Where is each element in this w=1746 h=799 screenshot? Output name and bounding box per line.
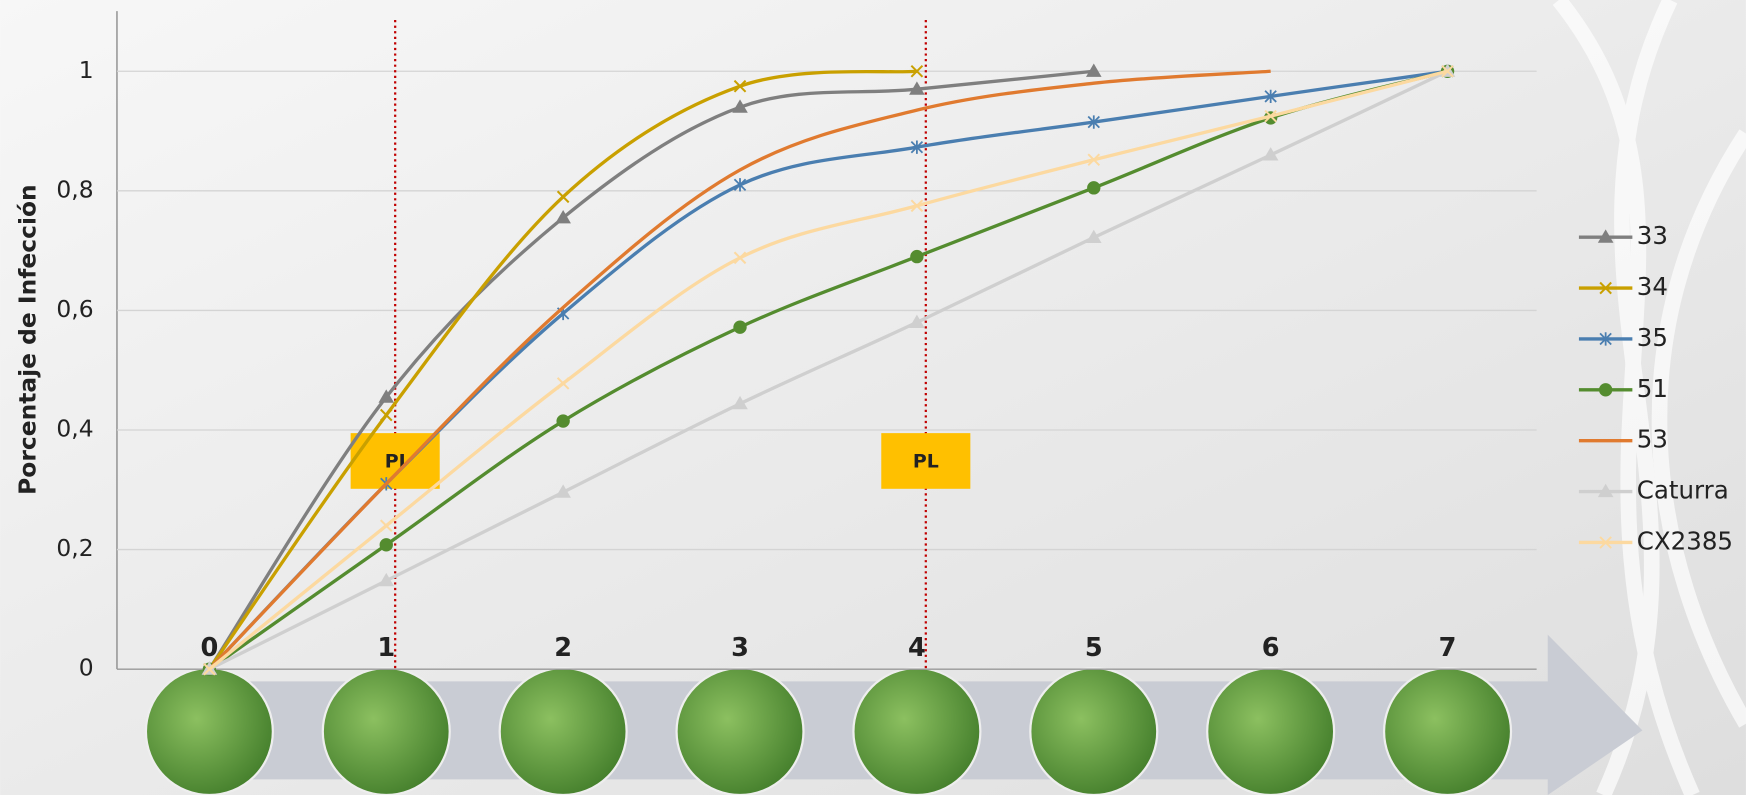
x-tick-label: 3 [731, 633, 749, 663]
marker [1599, 332, 1612, 346]
marker [378, 572, 395, 587]
marker [733, 79, 747, 93]
marker [909, 314, 925, 328]
leaf-image [498, 666, 628, 797]
marker [379, 408, 393, 422]
leaf-image [1029, 666, 1159, 797]
marker [379, 519, 393, 532]
y-tick-label: 0 [79, 654, 94, 682]
marker [1599, 281, 1612, 295]
series-line [208, 69, 1448, 671]
marker [732, 99, 748, 113]
marker [733, 178, 747, 192]
leaf-image [321, 666, 451, 797]
leaf-image [675, 666, 805, 797]
leaf-image [1206, 666, 1336, 797]
marker [910, 199, 924, 213]
marker [910, 249, 924, 264]
marker [1598, 383, 1613, 397]
legend-label: 34 [1637, 272, 1668, 301]
x-tick-label: 5 [1085, 633, 1103, 663]
marker [1087, 115, 1100, 129]
annotation-label: PL [913, 451, 939, 473]
x-tick-label: 1 [377, 633, 395, 663]
marker [555, 484, 571, 498]
legend-label: 53 [1637, 425, 1668, 454]
marker [910, 64, 924, 78]
marker [910, 140, 924, 154]
marker [1087, 153, 1101, 167]
x-tick-label: 0 [200, 633, 218, 663]
marker [1264, 109, 1277, 123]
y-tick-label: 0,4 [56, 415, 93, 443]
marker [556, 190, 570, 204]
marker [909, 81, 925, 95]
marker [1597, 483, 1614, 498]
x-tick-label: 7 [1439, 633, 1457, 663]
series-line [208, 69, 918, 671]
marker [555, 209, 571, 224]
legend-label: 51 [1637, 374, 1668, 403]
marker [1085, 229, 1102, 244]
marker [1262, 147, 1279, 161]
decoration [1552, 0, 1746, 799]
legend-label: CX2385 [1637, 526, 1733, 555]
leaf-images [144, 666, 1513, 797]
series-line [208, 69, 1449, 671]
marker [733, 320, 747, 334]
x-tick-label: 6 [1262, 633, 1280, 663]
marker [1087, 181, 1101, 195]
y-tick-label: 0,8 [56, 175, 93, 203]
leaf-image [144, 666, 274, 797]
y-tick-label: 1 [79, 56, 94, 84]
marker [1597, 229, 1614, 243]
marker [732, 395, 748, 410]
series-line [208, 69, 1271, 671]
marker [556, 377, 570, 390]
y-axis-title: Porcentaje de Infección [14, 184, 42, 495]
marker [556, 414, 570, 428]
marker [378, 389, 395, 403]
y-tick-label: 0,2 [56, 534, 93, 562]
series-line [207, 69, 1094, 671]
marker [1085, 63, 1102, 77]
leaf-image [1382, 666, 1513, 797]
marker [733, 251, 747, 265]
annotation-box [881, 433, 971, 489]
marker [203, 662, 216, 676]
legend-label: Caturra [1637, 476, 1729, 505]
x-tick-label: 4 [908, 633, 926, 663]
x-tick-label: 2 [554, 633, 572, 663]
leaf-image [852, 666, 982, 797]
marker [1264, 89, 1277, 104]
marker [1441, 64, 1454, 78]
legend-label: 33 [1637, 221, 1668, 250]
legend-label: 35 [1637, 323, 1668, 352]
marker [379, 538, 393, 552]
marker [1599, 536, 1612, 549]
y-tick-label: 0,6 [56, 295, 93, 323]
